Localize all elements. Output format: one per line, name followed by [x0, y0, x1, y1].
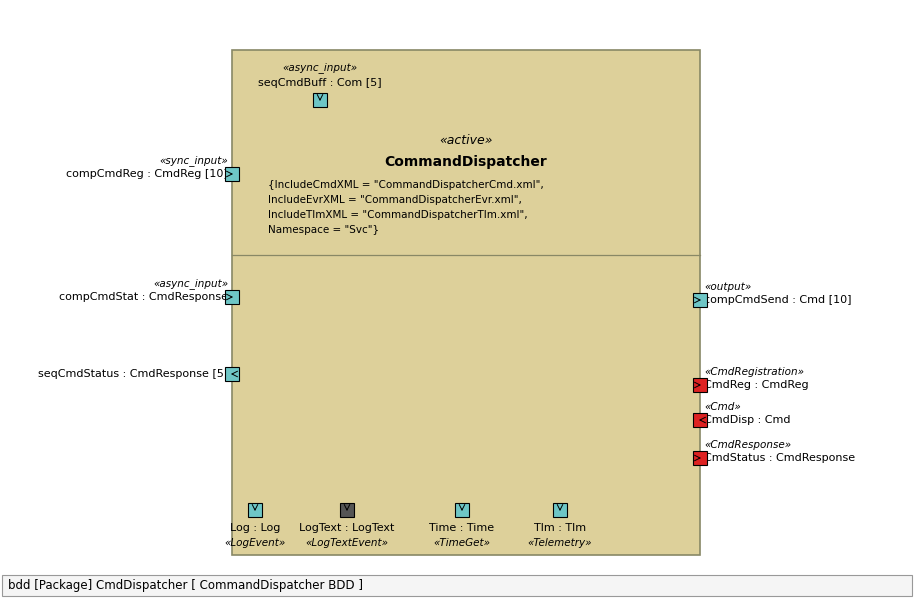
- Text: «CmdResponse»: «CmdResponse»: [704, 440, 791, 450]
- Text: IncludeTlmXML = "CommandDispatcherTlm.xml",: IncludeTlmXML = "CommandDispatcherTlm.xm…: [268, 210, 527, 220]
- Text: Namespace = "Svc"}: Namespace = "Svc"}: [268, 225, 379, 235]
- Text: «active»: «active»: [439, 133, 492, 146]
- Text: «async_input»: «async_input»: [282, 62, 358, 73]
- Text: compCmdStat : CmdResponse: compCmdStat : CmdResponse: [59, 292, 228, 302]
- Text: «CmdRegistration»: «CmdRegistration»: [704, 367, 804, 377]
- Bar: [225, 167, 239, 181]
- Text: compCmdSend : Cmd [10]: compCmdSend : Cmd [10]: [704, 295, 852, 305]
- Text: bdd [Package] CmdDispatcher [ CommandDispatcher BDD ]: bdd [Package] CmdDispatcher [ CommandDis…: [8, 579, 363, 592]
- Text: CommandDispatcher: CommandDispatcher: [384, 155, 547, 169]
- Text: seqCmdStatus : CmdResponse [5]: seqCmdStatus : CmdResponse [5]: [38, 369, 228, 379]
- Text: CmdStatus : CmdResponse: CmdStatus : CmdResponse: [704, 453, 856, 463]
- Text: LogText : LogText: LogText : LogText: [299, 523, 394, 533]
- Text: CmdDisp : Cmd: CmdDisp : Cmd: [704, 415, 790, 425]
- Bar: [693, 378, 707, 392]
- Text: seqCmdBuff : Com [5]: seqCmdBuff : Com [5]: [259, 78, 381, 88]
- Text: «TimeGet»: «TimeGet»: [434, 538, 491, 548]
- Text: «Telemetry»: «Telemetry»: [528, 538, 592, 548]
- Bar: [693, 413, 707, 427]
- Text: «Cmd»: «Cmd»: [704, 402, 741, 412]
- Text: «sync_input»: «sync_input»: [160, 155, 228, 166]
- Text: Tlm : Tlm: Tlm : Tlm: [534, 523, 586, 533]
- Bar: [693, 293, 707, 307]
- Bar: [232, 50, 700, 555]
- Text: CmdReg : CmdReg: CmdReg : CmdReg: [704, 380, 809, 390]
- Text: «LogTextEvent»: «LogTextEvent»: [305, 538, 389, 548]
- Text: Log : Log: Log : Log: [230, 523, 281, 533]
- Text: Time : Time: Time : Time: [429, 523, 494, 533]
- Text: «LogEvent»: «LogEvent»: [225, 538, 285, 548]
- Text: «async_input»: «async_input»: [153, 278, 228, 289]
- Bar: [2, 575, 912, 596]
- Bar: [340, 503, 354, 517]
- Bar: [225, 367, 239, 381]
- Bar: [693, 451, 707, 465]
- Bar: [225, 290, 239, 304]
- Bar: [553, 503, 567, 517]
- Text: compCmdReg : CmdReg [10]: compCmdReg : CmdReg [10]: [66, 169, 228, 179]
- Text: IncludeEvrXML = "CommandDispatcherEvr.xml",: IncludeEvrXML = "CommandDispatcherEvr.xm…: [268, 195, 522, 205]
- Bar: [313, 93, 327, 107]
- Text: «output»: «output»: [704, 282, 751, 292]
- Bar: [248, 503, 262, 517]
- Bar: [455, 503, 469, 517]
- Text: {IncludeCmdXML = "CommandDispatcherCmd.xml",: {IncludeCmdXML = "CommandDispatcherCmd.x…: [268, 180, 544, 190]
